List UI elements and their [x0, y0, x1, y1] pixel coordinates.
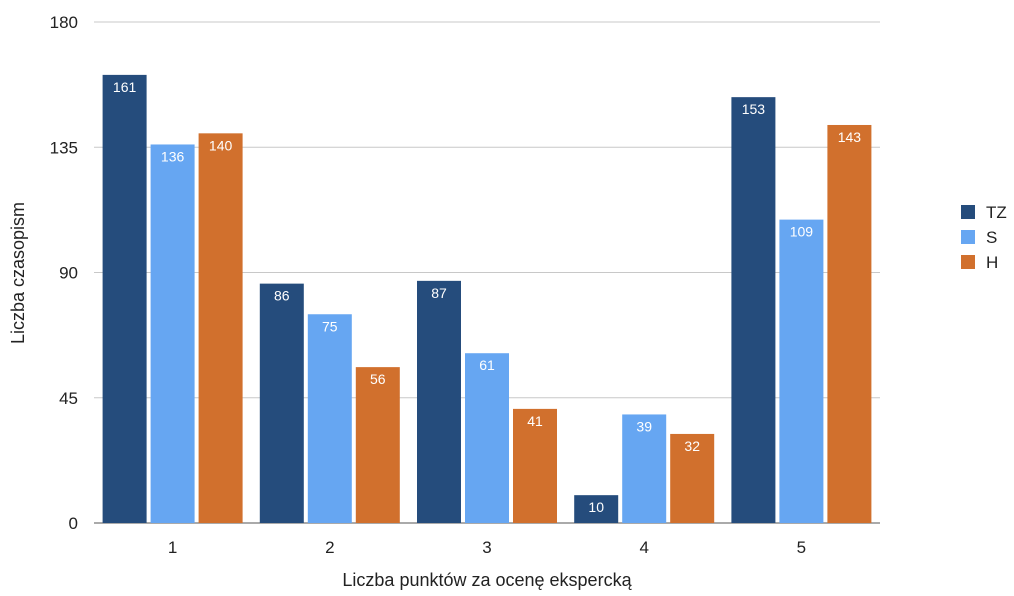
bars: 161 136 140 86 75 56 87 61 41 10 39 32 153 109 143 — [102, 74, 872, 524]
y-tick-label: 45 — [59, 389, 78, 408]
legend: TZ SH — [961, 203, 1007, 272]
legend-swatch-s — [961, 230, 975, 244]
bar-value-label: 41 — [527, 413, 543, 429]
bar-value-label: 75 — [322, 318, 338, 334]
legend-label-tz: TZ — [986, 203, 1007, 222]
bar-tz-3 — [417, 280, 461, 523]
y-tick-label: 0 — [69, 514, 78, 533]
bar-h-2 — [355, 367, 400, 523]
x-axis-title: Liczba punktów za ocenę ekspercką — [342, 570, 632, 590]
bar-value-label: 109 — [790, 224, 814, 240]
bar-value-label: 161 — [113, 79, 137, 95]
y-axis-ticks: 0 45 90 135 180 — [50, 13, 78, 533]
bar-value-label: 143 — [838, 129, 862, 145]
bar-s-1 — [150, 144, 195, 523]
bar-h-3 — [513, 408, 557, 523]
y-axis-title: Liczba czasopism — [8, 202, 28, 344]
bar-h-4 — [670, 433, 715, 523]
bar-tz-4 — [574, 495, 619, 523]
bar-value-label: 10 — [588, 499, 604, 515]
bar-value-label: 61 — [479, 357, 495, 373]
x-tick-label: 5 — [797, 538, 806, 557]
y-tick-label: 135 — [50, 138, 78, 157]
bar-h-1 — [198, 133, 243, 524]
bar-value-label: 140 — [209, 137, 233, 153]
bar-tz-2 — [259, 283, 304, 523]
legend-swatch-tz — [961, 205, 975, 219]
bar-value-label: 32 — [684, 438, 700, 454]
bar-s-5 — [779, 219, 824, 523]
x-tick-label: 1 — [168, 538, 177, 557]
x-axis-ticks: 1 2 3 4 5 — [168, 538, 806, 557]
legend-swatch-h — [961, 255, 975, 269]
bar-value-label: 39 — [636, 418, 652, 434]
legend-label-s: S — [986, 228, 997, 247]
bar-s-2 — [307, 314, 352, 523]
x-tick-label: 3 — [482, 538, 491, 557]
bar-value-label: 136 — [161, 148, 185, 164]
bar-s-4 — [622, 414, 667, 523]
x-tick-label: 2 — [325, 538, 334, 557]
bar-value-label: 87 — [431, 285, 447, 301]
bar-tz-5 — [731, 97, 776, 524]
bar-value-label: 86 — [274, 288, 290, 304]
x-tick-label: 4 — [639, 538, 648, 557]
bar-value-label: 56 — [370, 371, 386, 387]
y-tick-label: 90 — [59, 264, 78, 283]
y-tick-label: 180 — [50, 13, 78, 32]
bar-h-5 — [827, 124, 872, 523]
bar-s-3 — [465, 353, 509, 523]
legend-label-h: H — [986, 253, 998, 272]
bar-value-label: 153 — [742, 101, 766, 117]
bar-tz-1 — [102, 74, 147, 523]
